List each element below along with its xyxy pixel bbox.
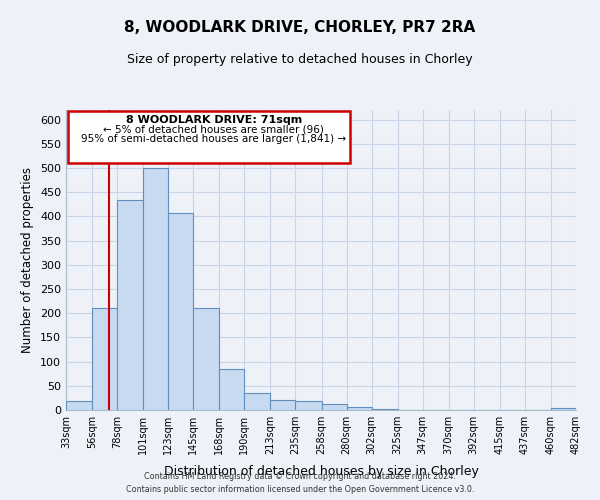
FancyBboxPatch shape [68, 111, 350, 163]
Text: 8, WOODLARK DRIVE, CHORLEY, PR7 2RA: 8, WOODLARK DRIVE, CHORLEY, PR7 2RA [124, 20, 476, 35]
Bar [551, 408, 576, 410]
Bar [295, 402, 322, 410]
Y-axis label: Number of detached properties: Number of detached properties [22, 167, 34, 353]
Bar [66, 402, 92, 410]
Bar [143, 168, 168, 410]
Bar [371, 409, 398, 410]
Text: Contains HM Land Registry data © Crown copyright and database right 2024.: Contains HM Land Registry data © Crown c… [144, 472, 456, 481]
Bar [271, 400, 295, 410]
Text: Size of property relative to detached houses in Chorley: Size of property relative to detached ho… [127, 52, 473, 66]
Bar [347, 407, 371, 410]
Bar [92, 308, 117, 410]
Text: 8 WOODLARK DRIVE: 71sqm: 8 WOODLARK DRIVE: 71sqm [125, 115, 302, 125]
Bar [220, 369, 244, 410]
Text: ← 5% of detached houses are smaller (96): ← 5% of detached houses are smaller (96) [103, 124, 324, 134]
Text: Contains public sector information licensed under the Open Government Licence v3: Contains public sector information licen… [126, 485, 474, 494]
Bar [244, 393, 271, 410]
Bar [322, 404, 347, 410]
Text: 95% of semi-detached houses are larger (1,841) →: 95% of semi-detached houses are larger (… [81, 134, 346, 144]
Bar [117, 200, 143, 410]
Bar [168, 212, 193, 410]
Bar [193, 308, 220, 410]
X-axis label: Distribution of detached houses by size in Chorley: Distribution of detached houses by size … [164, 466, 478, 478]
